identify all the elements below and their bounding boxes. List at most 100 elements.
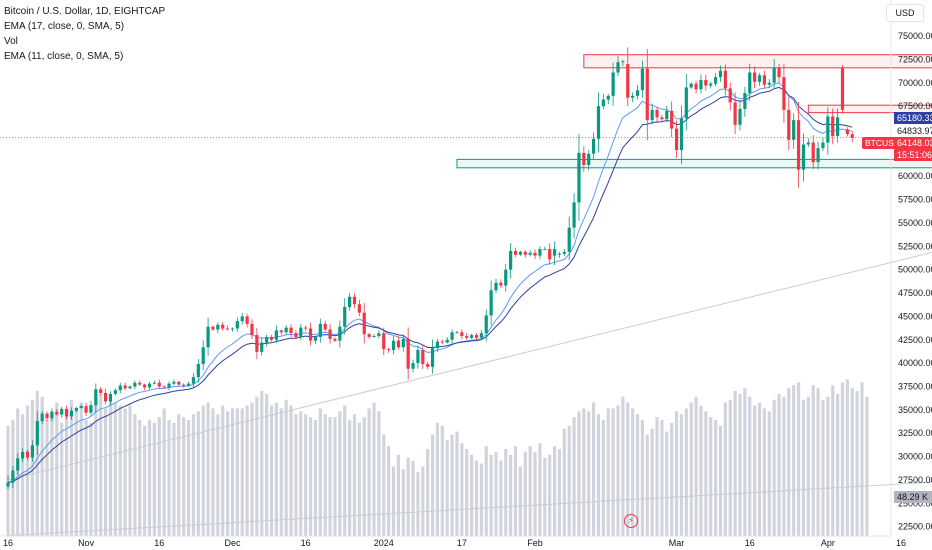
volume-bar — [513, 446, 518, 536]
volume-bar — [338, 411, 342, 536]
volume-bar — [674, 411, 679, 536]
time-tick-label: 16 — [154, 538, 164, 548]
candle-body — [172, 381, 176, 384]
candle-body — [816, 148, 820, 163]
price-tick-label: 60000.00 — [898, 171, 932, 181]
candle-body — [60, 408, 64, 415]
candle-body — [245, 316, 249, 324]
volume-bar — [845, 379, 849, 536]
volume-bar — [626, 402, 630, 536]
volume-bar — [611, 408, 615, 536]
volume-bar — [367, 408, 371, 536]
candle-body — [113, 390, 117, 394]
volume-bar — [430, 434, 435, 536]
volume-bar — [450, 434, 454, 536]
candle-body — [728, 88, 732, 103]
price-tick-label: 57500.00 — [898, 195, 932, 205]
chart-legend: Bitcoin / U.S. Dollar, 1D, EIGHTCAP EMA … — [4, 4, 165, 64]
price-tick-label: 42500.00 — [898, 335, 932, 345]
volume-bar — [679, 414, 684, 536]
volume-bar — [128, 405, 132, 536]
volume-bar — [245, 405, 249, 536]
time-tick-label: 16 — [896, 538, 906, 548]
indicator-ema-11[interactable]: EMA (11, close, 0, SMA, 5) — [4, 51, 124, 62]
volume-bar — [108, 399, 113, 536]
volume-bar — [138, 420, 142, 536]
candle-body — [704, 79, 708, 86]
volume-bar — [767, 411, 771, 536]
price-axis[interactable]: 22500.00 25000.00 27500.00 30000.00 32500.00… — [898, 31, 932, 532]
indicator-ema-17[interactable]: EMA (17, close, 0, SMA, 5) — [4, 21, 125, 32]
volume-bar — [762, 408, 766, 536]
volume-bar — [104, 408, 108, 536]
volume-bar — [465, 449, 469, 536]
candle-body — [79, 406, 83, 408]
candle-body — [557, 253, 562, 255]
candle-body — [274, 330, 278, 340]
volume-bar — [826, 396, 830, 536]
time-tick-label: 16 — [745, 538, 755, 548]
volume-bar — [84, 420, 88, 536]
candle-body — [567, 227, 571, 252]
trend-lines[interactable] — [7, 165, 932, 537]
candle-body — [235, 321, 239, 329]
volume-bar — [567, 425, 571, 536]
volume-bar — [94, 391, 98, 536]
candle-body — [801, 144, 806, 170]
flash-event-icon[interactable]: ⚡ — [624, 514, 638, 528]
candle-body — [177, 381, 181, 385]
volume-bar — [401, 469, 405, 536]
volume-bar — [718, 425, 723, 536]
candle-body — [45, 413, 49, 419]
volume-bar — [499, 460, 503, 536]
volume-bar — [201, 405, 205, 536]
candle-body — [552, 249, 557, 256]
indicator-volume[interactable]: Vol — [4, 36, 18, 47]
volume-bar — [396, 454, 400, 536]
volume-bar — [528, 446, 532, 536]
candle-body — [548, 249, 552, 260]
volume-bar — [352, 414, 357, 536]
candle-body — [416, 350, 420, 364]
volume-bar — [382, 434, 386, 536]
candle-body — [587, 153, 591, 165]
candle-body — [94, 389, 98, 406]
volume-bar — [631, 408, 635, 536]
candle-body — [147, 383, 152, 388]
candle-body — [753, 72, 757, 82]
candle-body — [845, 129, 849, 135]
time-tick-label: Nov — [78, 538, 95, 548]
candle-body — [104, 393, 108, 402]
price-tick-label: 75000.00 — [898, 31, 932, 41]
candle-body — [211, 326, 215, 330]
candle-body — [777, 67, 781, 78]
time-axis[interactable]: 16Nov16Dec16202417FebMar16Apr16May16Jun1… — [3, 538, 932, 548]
candle-body — [240, 316, 244, 322]
volume-bar — [391, 466, 396, 536]
symbol-title[interactable]: Bitcoin / U.S. Dollar, 1D, EIGHTCAP — [4, 6, 166, 17]
volume-bar — [308, 417, 313, 536]
candle-body — [723, 70, 727, 89]
candle-body — [450, 332, 454, 340]
candle-body — [108, 393, 113, 402]
volume-bar — [796, 382, 801, 536]
candle-body — [191, 377, 196, 384]
volume-bar — [45, 420, 49, 536]
candle-body — [665, 110, 669, 120]
volume-bar — [650, 428, 654, 536]
volume-bar — [152, 422, 156, 536]
volume-bar — [748, 396, 752, 536]
volume-bar — [577, 411, 581, 536]
currency-selector[interactable]: USD — [886, 4, 924, 22]
price-tick-label: 40000.00 — [898, 358, 932, 368]
volume-bar — [118, 405, 122, 536]
volume-bar — [182, 417, 186, 536]
volume-bar — [348, 420, 352, 536]
volume-bar — [582, 408, 586, 536]
volume-bar — [543, 457, 547, 536]
candle-body — [99, 389, 103, 394]
volume-bar — [709, 417, 713, 536]
zone-rectangles[interactable] — [456, 54, 932, 169]
ema-11-line — [7, 82, 853, 484]
